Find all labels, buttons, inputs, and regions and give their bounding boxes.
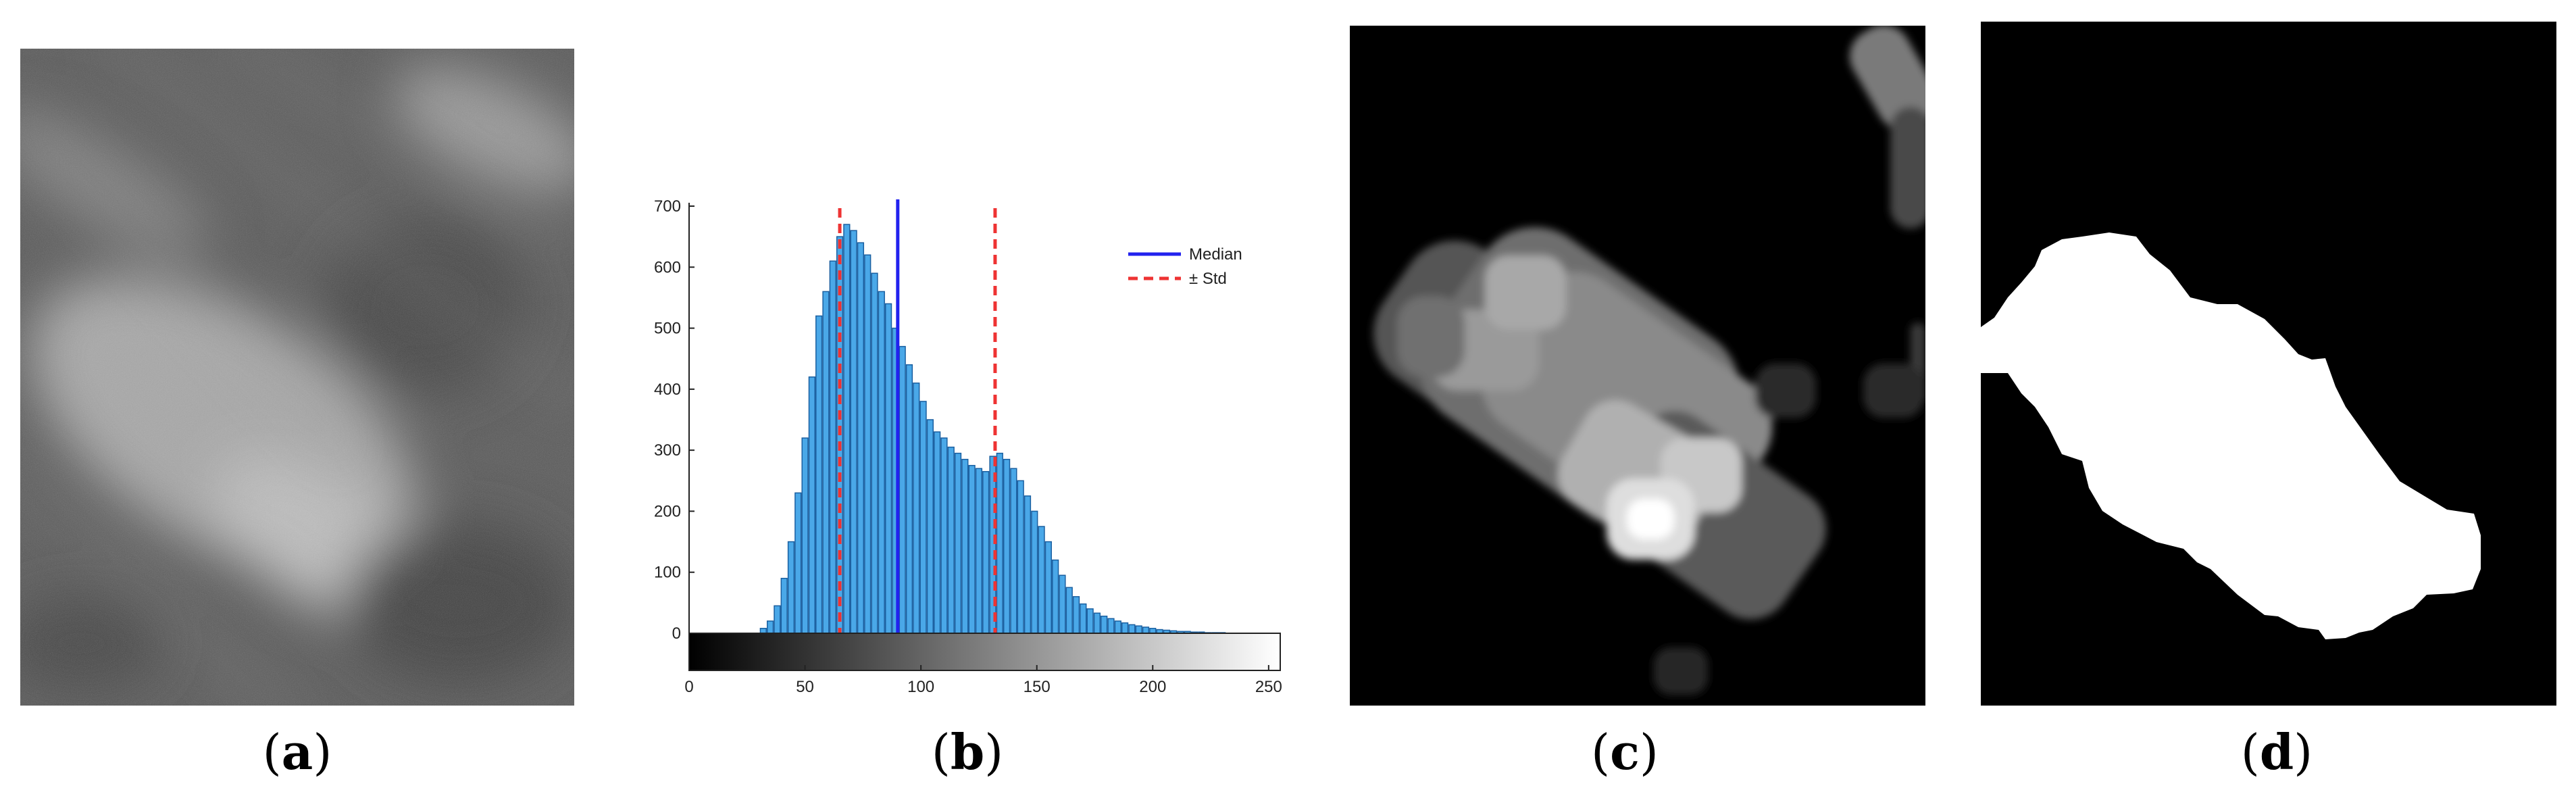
histogram-svg: 0 100 200 300 400 500 600 700 0 50 100 150 200 250 M… (654, 197, 1282, 696)
panel-c-svg (1350, 25, 1938, 706)
y-tick-label: 0 (672, 624, 681, 643)
histogram-bar (878, 291, 885, 634)
histogram-bar (850, 230, 857, 634)
histogram-bar (787, 541, 795, 634)
histogram-bar (919, 401, 927, 634)
x-tick-label: 150 (1024, 678, 1051, 696)
histogram-bar (982, 470, 990, 634)
histogram-bar (1065, 587, 1073, 634)
y-axis: 0 100 200 300 400 500 600 700 (654, 197, 694, 643)
histogram-bar (808, 376, 815, 634)
y-tick-label: 700 (654, 197, 681, 216)
histogram-bars (759, 224, 1226, 634)
legend-label: Median (1189, 245, 1242, 264)
caption-b: (b) (931, 723, 1004, 781)
histogram-bar (801, 437, 809, 634)
histogram-bar (1101, 615, 1108, 634)
histogram-bar (1093, 612, 1101, 634)
panel-d-svg (1981, 22, 2556, 706)
histogram-bar (1142, 626, 1150, 634)
caption-c: (c) (1590, 723, 1659, 781)
histogram-bar (1059, 574, 1066, 634)
histogram-bar (926, 419, 934, 634)
histogram-bar (899, 345, 906, 634)
histogram-bar (794, 492, 802, 634)
histogram-bar (1003, 458, 1011, 634)
histogram-bar (780, 577, 788, 634)
histogram-bar (1044, 541, 1052, 634)
y-tick-label: 100 (654, 564, 681, 582)
histogram-bar (871, 272, 878, 634)
histogram-bar (1149, 628, 1157, 634)
histogram-bar (1072, 596, 1080, 634)
caption-a: (a) (262, 723, 332, 781)
histogram-bar (954, 452, 962, 634)
histogram-bar (1135, 625, 1142, 634)
histogram-bar (1010, 468, 1017, 634)
histogram-bar (1024, 495, 1032, 634)
x-tick-label: 250 (1255, 678, 1282, 696)
y-tick-label: 200 (654, 502, 681, 520)
histogram-bar (1086, 608, 1094, 634)
legend-label: ± Std (1189, 270, 1227, 288)
histogram-bar (1038, 526, 1045, 634)
x-axis: 0 50 100 150 200 250 (684, 665, 1282, 696)
histogram-bar (774, 605, 781, 634)
histogram-bar (940, 437, 948, 634)
colorbar-rect (688, 633, 1281, 671)
histogram-bar (905, 364, 913, 634)
x-tick-label: 200 (1139, 678, 1166, 696)
histogram-bar (1121, 622, 1129, 634)
histogram-bar (975, 468, 983, 634)
histogram-bar (766, 620, 774, 634)
panel-a-image (0, 31, 593, 728)
histogram-bar (934, 431, 941, 634)
caption-d: (d) (2240, 723, 2313, 781)
x-tick-label: 100 (907, 678, 934, 696)
histogram-bar (1017, 480, 1024, 634)
panel-c-image (1350, 25, 1938, 706)
histogram-bar (989, 456, 996, 634)
histogram-bar (1128, 624, 1136, 634)
histogram-bar (864, 254, 872, 634)
histogram-bar (947, 446, 955, 634)
y-tick-label: 600 (654, 258, 681, 276)
histogram-bar (1052, 559, 1059, 634)
histogram-bar (961, 458, 969, 634)
panel-b-histogram: 0 100 200 300 400 500 600 700 0 50 100 150 200 250 M… (635, 189, 1297, 703)
mask-region (1981, 232, 2481, 639)
histogram-bar (829, 260, 836, 634)
histogram-bar (815, 315, 823, 634)
y-tick-label: 300 (654, 441, 681, 460)
histogram-bar (1107, 618, 1115, 634)
legend: Median ± Std (1128, 245, 1242, 288)
histogram-bar (884, 303, 892, 634)
histogram-bar (1080, 603, 1087, 634)
histogram-bar (996, 452, 1003, 634)
histogram-bar (913, 383, 920, 634)
reference-lines (838, 199, 997, 633)
y-tick-label: 500 (654, 320, 681, 338)
histogram-bar (857, 242, 865, 634)
x-tick-label: 0 (684, 678, 693, 696)
histogram-bar (968, 464, 976, 634)
histogram-bar (1031, 510, 1038, 634)
histogram-bar (759, 628, 767, 634)
y-tick-label: 400 (654, 380, 681, 399)
panel-a-svg (0, 31, 593, 728)
histogram-bar (1114, 620, 1121, 634)
x-tick-label: 50 (796, 678, 814, 696)
panel-d-mask (1981, 22, 2556, 706)
histogram-bar (822, 291, 830, 634)
histogram-bar (843, 224, 851, 634)
colorbar (688, 633, 1281, 671)
